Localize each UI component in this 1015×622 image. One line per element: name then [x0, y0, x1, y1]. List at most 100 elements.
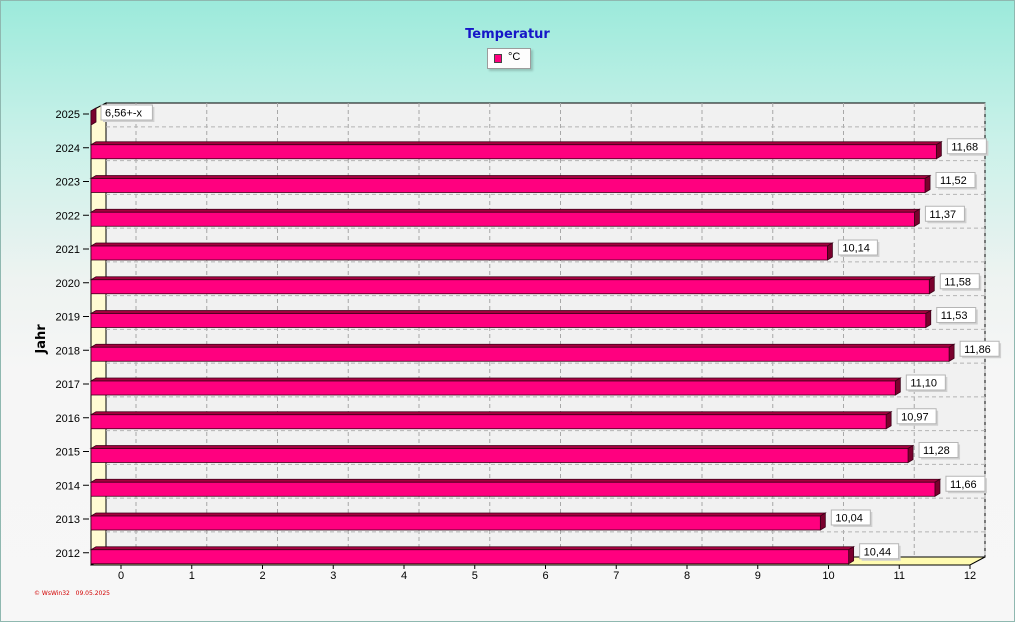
y-category-label: 2014	[56, 480, 80, 492]
bar	[90, 178, 926, 193]
y-category-label: 2024	[56, 143, 80, 155]
chart-title: Temperatur	[465, 27, 550, 42]
value-label: 11,52	[940, 175, 967, 187]
x-tick-label: 2	[259, 570, 265, 582]
x-tick-label: 0	[118, 570, 124, 582]
value-label: 10,14	[842, 243, 870, 255]
value-label-box	[924, 205, 965, 222]
legend-label: °C	[508, 51, 521, 63]
value-label: 11,37	[929, 209, 956, 221]
y-category-label: 2017	[56, 379, 80, 391]
bar-end-face	[925, 309, 932, 329]
x-tick-label: 6	[542, 570, 548, 582]
value-label: 11,28	[923, 445, 950, 457]
bar	[90, 380, 896, 396]
bar-top-face	[89, 242, 834, 247]
value-label: 10,97	[901, 411, 929, 423]
y-category-label: 2022	[56, 210, 80, 222]
value-label-box	[939, 273, 980, 290]
bar	[90, 211, 915, 227]
value-label: 6,56+-x	[105, 108, 142, 120]
bar-top-face	[89, 208, 921, 213]
y-category-label: 2023	[56, 177, 80, 189]
bar-top-face	[89, 445, 915, 449]
value-label-box	[830, 509, 871, 526]
bar-end-face	[819, 512, 826, 531]
bar-top-face	[89, 175, 932, 179]
x-tick-label: 5	[472, 570, 478, 582]
x-tick-label: 10	[822, 570, 834, 582]
value-label-box	[936, 307, 977, 323]
value-label: 11,53	[941, 310, 968, 322]
y-axis-title: Jahr	[34, 324, 49, 355]
label-layer: 6,56+-x 11,68 11,52 11,37 10,14 11,58 11,53 11,…	[100, 104, 1002, 561]
value-label: 11,68	[951, 141, 978, 153]
bar-end-face	[907, 444, 914, 464]
value-label-box	[837, 239, 878, 256]
legend: °C	[487, 48, 531, 69]
bar-top-face	[89, 478, 942, 483]
bar-top-face	[89, 546, 856, 551]
bar	[90, 549, 850, 565]
bar-end-face	[848, 546, 855, 565]
bar	[90, 481, 936, 497]
x-tick-label: 11	[894, 570, 905, 582]
value-label-box	[100, 104, 153, 121]
value-label-box	[918, 442, 959, 458]
y-category-label: 2025	[56, 109, 80, 121]
bar	[90, 279, 930, 295]
bar-end-face	[914, 208, 920, 227]
bar-end-face	[827, 242, 833, 261]
y-category-label: 2013	[56, 514, 80, 526]
legend-swatch	[494, 54, 502, 63]
value-label: 10,44	[864, 546, 892, 558]
y-category-label: 2018	[56, 345, 80, 357]
bar-layer	[89, 107, 956, 565]
bar-stub	[90, 107, 97, 126]
value-label: 11,58	[944, 276, 971, 288]
x-tick-label: 9	[755, 570, 761, 582]
bar-end-face	[894, 377, 901, 396]
value-label-box	[946, 138, 987, 155]
bar-top-face	[89, 343, 956, 348]
bar-top-face	[89, 141, 943, 146]
y-category-label: 2012	[56, 548, 80, 560]
bar	[90, 515, 821, 531]
bar	[90, 144, 937, 160]
bar	[90, 346, 950, 362]
bar-top-face	[89, 377, 902, 382]
value-label-box	[945, 475, 986, 492]
footer-date: 09.05.2025	[75, 590, 110, 597]
x-tick-label: 12	[964, 570, 976, 582]
footer-credit: © WsWin32 09.05.2025	[34, 590, 110, 597]
bar-end-face	[928, 276, 935, 295]
bar-end-face	[948, 343, 955, 362]
value-label: 11,10	[910, 378, 937, 390]
axis-layer: 0 1 2 3 4 5 6 7 8 9 10 11 12202520242023202220212020…	[56, 109, 977, 582]
bar-top-face	[89, 411, 893, 416]
bar-top-face	[89, 512, 827, 517]
value-label-box	[896, 408, 937, 425]
bar	[90, 414, 887, 430]
x-tick-label: 8	[684, 570, 690, 582]
x-tick-label: 4	[401, 570, 407, 582]
value-label: 10,04	[835, 513, 863, 525]
bar-top-face	[89, 276, 936, 281]
value-label-box	[935, 172, 976, 188]
bar	[90, 245, 828, 261]
bar-end-face	[934, 478, 941, 497]
y-category-label: 2019	[56, 312, 80, 324]
y-category-label: 2021	[56, 244, 80, 256]
footer-credit-text: © WsWin32	[34, 590, 70, 597]
y-category-label: 2016	[56, 413, 80, 425]
x-tick-label: 7	[613, 570, 619, 582]
bar	[90, 313, 927, 328]
y-category-label: 2020	[56, 278, 80, 290]
value-label-box	[859, 543, 900, 560]
bar-end-face	[924, 174, 931, 194]
y-category-label: 2015	[56, 447, 80, 459]
x-tick-label: 3	[330, 570, 336, 582]
bar-top-face	[89, 310, 933, 314]
